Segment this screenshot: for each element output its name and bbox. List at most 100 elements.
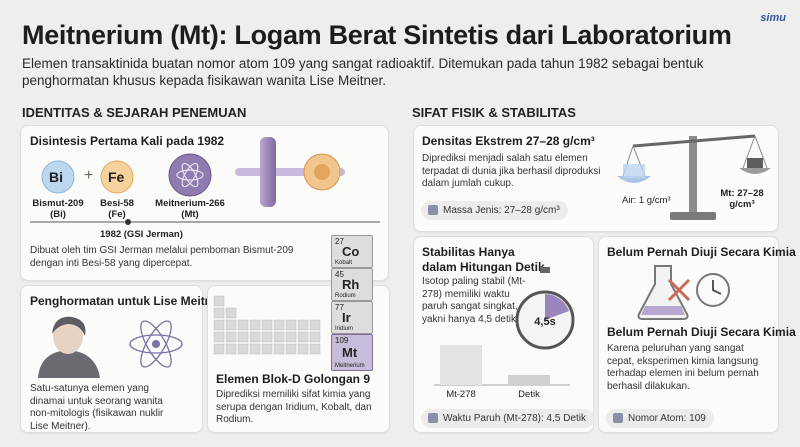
logo: simu <box>760 12 786 24</box>
decoration <box>225 319 237 331</box>
decoration <box>261 319 273 331</box>
decoration <box>309 343 321 355</box>
card-text: Diprediksi memiliki sifat kimia yang ser… <box>216 389 372 425</box>
decoration <box>637 265 689 320</box>
decoration <box>285 331 297 343</box>
title: Meitnerium (Mt): Logam Berat Sintetis da… <box>22 20 732 50</box>
decoration <box>237 331 249 343</box>
decoration <box>41 160 75 194</box>
label: (Bi) <box>50 209 66 220</box>
card-title: Disintesis Pertama Kali pada 1982 <box>30 134 225 148</box>
decoration <box>176 162 204 188</box>
decoration <box>168 153 212 197</box>
decoration <box>667 278 691 302</box>
decoration <box>689 136 697 216</box>
card-title: Densitas Ekstrem 27–28 g/cm³ <box>422 134 595 148</box>
decoration <box>213 331 225 343</box>
decoration <box>237 343 249 355</box>
symbol: Mt <box>342 345 358 360</box>
decoration <box>632 134 756 148</box>
symbol: Rh <box>342 277 360 292</box>
decoration <box>38 350 100 378</box>
label: Besi-58 <box>100 198 134 209</box>
decoration <box>314 164 330 180</box>
decoration <box>181 162 199 188</box>
pill: Nomor Atom: 109 <box>606 409 714 428</box>
card-text: Satu-satunya elemen yang dinamai untuk s… <box>30 383 164 432</box>
element-name: Meitnerium <box>335 363 365 369</box>
plus: + <box>84 167 94 184</box>
periodic-grid <box>213 295 321 355</box>
decoration <box>181 162 199 188</box>
decoration <box>152 340 160 348</box>
card-text: Diprediksi menjadi salah satu elemen ter… <box>422 153 601 189</box>
label: Meitnerium-266 <box>155 198 225 209</box>
element-tile: 27 Co Kobalt <box>331 235 373 268</box>
decoration <box>213 295 321 355</box>
decoration <box>285 343 297 355</box>
card-subtitle: Belum Pernah Diuji Secara Kimia <box>607 325 796 339</box>
decoration <box>747 158 763 168</box>
decoration <box>129 334 183 354</box>
decoration <box>260 137 276 207</box>
decoration <box>213 307 225 319</box>
label: (Mt) <box>181 209 199 220</box>
atomic-number: 45 <box>335 270 344 279</box>
timer-label: 4,5s <box>534 316 556 328</box>
label: (Fe) <box>108 209 126 220</box>
decoration <box>623 164 645 178</box>
decoration <box>739 168 771 174</box>
decoration <box>213 295 225 307</box>
element-tile: 77 Ir Iridium <box>331 301 373 334</box>
decoration <box>273 343 285 355</box>
label: g/cm³ <box>729 199 755 210</box>
element-name: Kobalt <box>335 260 353 266</box>
decoration <box>249 331 261 343</box>
decoration <box>140 320 172 368</box>
decoration <box>508 375 550 385</box>
section-heading: IDENTITAS & SEJARAH PENEMUAN <box>22 105 247 120</box>
element-name: Rodium <box>335 293 356 299</box>
element-label: Besi-58 (Fe) <box>95 198 139 220</box>
card-text: Dibuat oleh tim GSI Jerman melalui pembo… <box>30 245 294 269</box>
decoration <box>712 280 722 295</box>
symbol: Bi <box>49 169 63 185</box>
decoration <box>140 320 172 368</box>
decoration <box>225 307 237 319</box>
decoration <box>273 319 285 331</box>
decoration <box>297 319 309 331</box>
decoration <box>285 319 297 331</box>
atomic-number: 27 <box>335 237 344 246</box>
decoration <box>52 316 86 336</box>
card-synthesis <box>20 125 389 281</box>
element-tile: 45 Rh Rodium <box>331 268 373 301</box>
card-title: Belum Pernah Diuji Secara Kimia <box>607 245 796 259</box>
atomic-number: 109 <box>335 336 349 345</box>
symbol: Co <box>342 244 360 259</box>
atomic-number: 77 <box>335 303 344 312</box>
density-label: Air: 1 g/cm³ <box>622 195 671 206</box>
decoration <box>540 267 550 273</box>
decoration <box>53 318 83 354</box>
bar-label: Mt-278 <box>446 389 476 400</box>
decoration <box>261 331 273 343</box>
decoration <box>213 319 225 331</box>
decoration <box>261 343 273 355</box>
stability-graphic <box>434 267 575 386</box>
card-title: Elemen Blok-D Golongan 9 <box>216 372 371 386</box>
chemistry-graphic <box>637 265 730 320</box>
section-heading: SIFAT FISIK & STABILITAS <box>412 105 576 120</box>
decoration <box>273 331 285 343</box>
element-label: Bismut-209 (Bi) <box>28 198 88 220</box>
decoration <box>225 343 237 355</box>
label: Bismut-209 <box>32 198 84 209</box>
tribute-graphic <box>38 316 183 378</box>
card-text: Karena peluruhan yang sangat cepat, eksp… <box>607 343 759 392</box>
decoration <box>100 160 134 194</box>
timeline-label: 1982 (GSI Jerman) <box>100 229 183 240</box>
decoration <box>176 169 204 181</box>
density-label: Mt: 27–28 g/cm³ <box>712 188 772 210</box>
card-chemistry <box>598 236 779 433</box>
